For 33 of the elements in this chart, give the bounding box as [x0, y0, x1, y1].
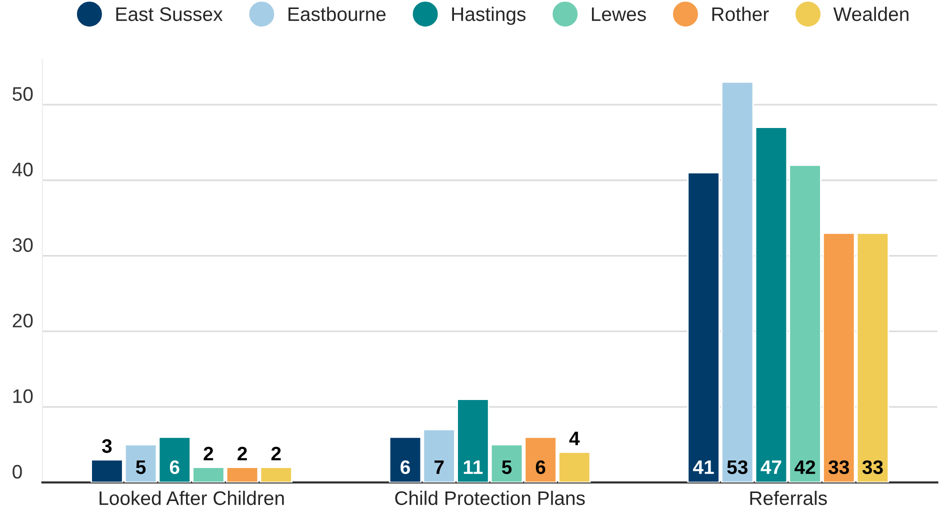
y-tick-label: 0: [12, 464, 22, 479]
data-label: 3: [102, 439, 112, 453]
y-tick-label: 30: [12, 238, 33, 252]
x-tick-label: Looked After Children: [100, 490, 284, 506]
data-label: 4: [569, 432, 580, 446]
legend-label: Hastings: [452, 6, 526, 25]
y-tick-label: 10: [13, 389, 33, 404]
data-label: 2: [204, 446, 214, 460]
data-label: 33: [828, 460, 849, 474]
data-label: 5: [502, 460, 512, 474]
y-tick-label: 20: [12, 314, 33, 328]
legend-label: East Sussex: [116, 7, 223, 22]
data-label: 7: [434, 460, 444, 474]
data-label: 42: [794, 460, 816, 474]
data-label: 11: [464, 460, 483, 474]
x-tick-label: Referrals: [750, 490, 827, 506]
legend-label: Eastbourne: [288, 6, 386, 22]
data-label: 53: [727, 460, 748, 474]
legend-label: Lewes: [592, 8, 646, 22]
data-label: 5: [136, 460, 146, 474]
data-label: 33: [862, 460, 883, 474]
y-tick-label: 40: [12, 162, 33, 176]
legend-label: Rother: [712, 6, 769, 22]
data-label: 2: [271, 446, 281, 460]
x-tick-label: Child Protection Plans: [395, 490, 585, 506]
data-label: 47: [760, 460, 782, 474]
legend-label: Wealden: [833, 6, 908, 22]
data-label: 6: [536, 460, 546, 474]
data-label: 41: [693, 460, 714, 474]
data-label: 6: [400, 460, 410, 474]
y-tick-label: 50: [12, 87, 33, 101]
data-label: 2: [238, 446, 247, 460]
data-label: 6: [170, 460, 180, 474]
